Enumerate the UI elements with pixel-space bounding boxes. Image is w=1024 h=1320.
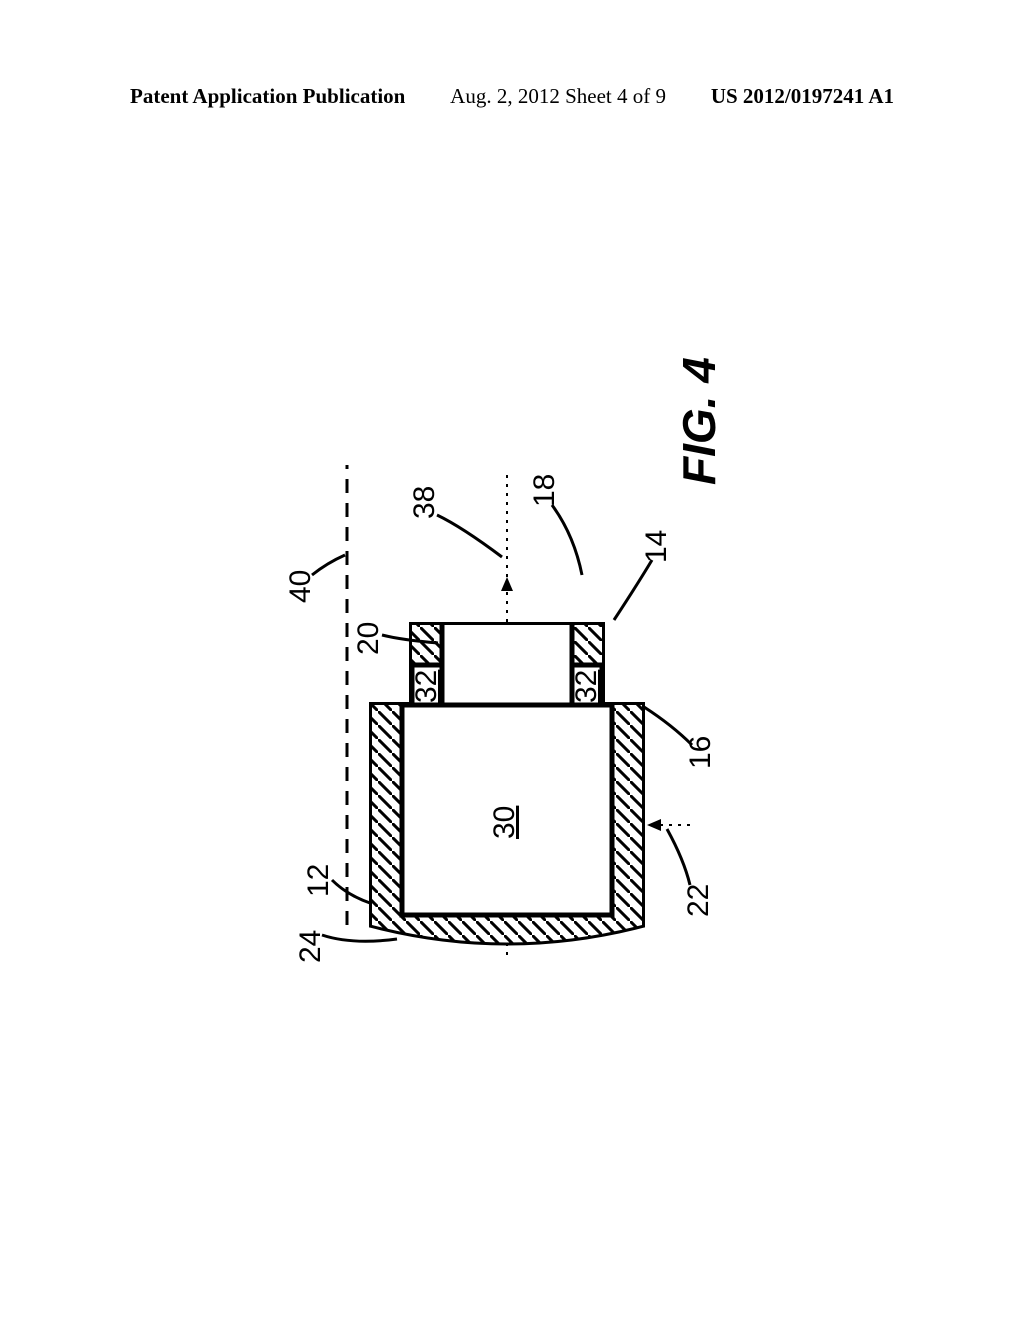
figure-caption: FIG. 4 [672, 357, 726, 485]
leader-38 [437, 515, 502, 557]
label-24: 24 [294, 930, 328, 963]
label-16: 16 [684, 736, 718, 769]
label-14: 14 [640, 530, 674, 563]
label-32-top: 32 [410, 670, 444, 703]
arrow-axis-22 [647, 819, 661, 831]
page: Patent Application Publication Aug. 2, 2… [0, 0, 1024, 1320]
label-40: 40 [284, 570, 318, 603]
header-center: Aug. 2, 2012 Sheet 4 of 9 [450, 84, 666, 109]
label-20: 20 [352, 622, 386, 655]
leader-24 [322, 935, 397, 941]
leader-18 [552, 505, 582, 575]
figure-stage: 12 40 24 20 38 18 22 30 32 32 16 14 FIG.… [252, 315, 772, 1075]
header-right: US 2012/0197241 A1 [711, 84, 894, 109]
leader-12 [332, 880, 370, 903]
arrow-centerline-right [501, 577, 513, 591]
leader-14 [614, 560, 652, 620]
label-18: 18 [528, 474, 562, 507]
label-12: 12 [302, 864, 336, 897]
leader-22 [667, 829, 690, 885]
label-32-bottom: 32 [570, 670, 604, 703]
page-header: Patent Application Publication Aug. 2, 2… [0, 84, 1024, 109]
header-left: Patent Application Publication [130, 84, 405, 109]
label-30: 30 [488, 806, 522, 839]
figure-area: 12 40 24 20 38 18 22 30 32 32 16 14 FIG.… [0, 170, 1024, 1220]
label-22: 22 [682, 884, 716, 917]
label-38: 38 [408, 486, 442, 519]
